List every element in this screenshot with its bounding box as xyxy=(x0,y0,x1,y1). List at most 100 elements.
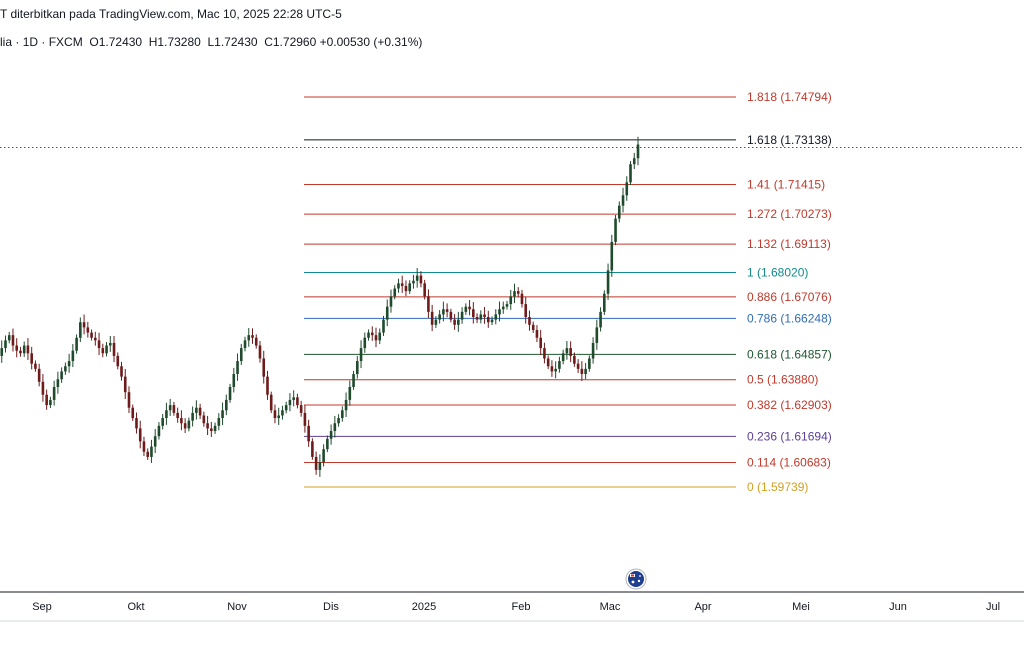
candle xyxy=(225,394,228,416)
candle xyxy=(423,279,426,300)
published-caption: T diterbitkan pada TradingView.com, Mac … xyxy=(0,7,342,21)
candle xyxy=(296,393,299,409)
candle xyxy=(284,401,288,414)
candle xyxy=(505,300,509,310)
candle xyxy=(146,448,150,460)
candle xyxy=(520,289,524,308)
fib-label-1.41: 1.41 (1.71415) xyxy=(747,178,825,192)
x-tick-2025: 2025 xyxy=(412,601,436,613)
candle xyxy=(617,201,621,223)
open-value: O1.72430 xyxy=(89,35,143,49)
fib-label-0.786: 0.786 (1.66248) xyxy=(747,311,832,325)
candle xyxy=(258,340,262,363)
candle xyxy=(131,404,135,421)
change-value: +0.00530 (+0.31%) xyxy=(319,35,423,49)
candle xyxy=(629,161,632,186)
candle xyxy=(434,316,438,328)
interval-label[interactable]: 1D xyxy=(22,35,39,49)
candle xyxy=(52,380,56,406)
time-axis[interactable]: Sep Okt Nov Dis 2025 Feb Mac Apr Mei Jun Jul xyxy=(32,601,1000,613)
x-tick-dis: Dis xyxy=(323,601,339,613)
candle xyxy=(266,370,269,400)
candle xyxy=(550,360,554,377)
candle xyxy=(183,418,187,433)
candle xyxy=(355,356,359,379)
candle xyxy=(614,214,617,246)
candle xyxy=(7,331,11,344)
candle xyxy=(314,451,318,475)
candle xyxy=(468,299,471,316)
candle xyxy=(554,361,557,379)
candle xyxy=(348,380,352,406)
candle xyxy=(486,310,490,328)
fib-label-0.236: 0.236 (1.61694) xyxy=(747,429,832,443)
candle xyxy=(318,454,322,477)
fib-label-1.132: 1.132 (1.69113) xyxy=(747,237,831,251)
candle xyxy=(457,311,460,332)
x-tick-nov: Nov xyxy=(227,601,247,613)
candle xyxy=(442,301,445,322)
candle xyxy=(187,417,191,432)
fib-label-0.618: 0.618 (1.64857) xyxy=(747,347,832,361)
candle xyxy=(67,353,71,373)
candle xyxy=(561,349,565,365)
x-tick-feb: Feb xyxy=(512,601,531,613)
candle xyxy=(408,280,411,294)
candle xyxy=(483,306,486,324)
candle xyxy=(60,367,63,383)
symbol-name[interactable]: lia xyxy=(0,35,13,49)
candle xyxy=(337,414,340,427)
candle xyxy=(322,444,325,467)
candle xyxy=(303,405,307,433)
candle xyxy=(385,299,389,327)
candle xyxy=(97,332,101,355)
candle xyxy=(565,341,569,360)
candle xyxy=(86,321,90,338)
legend-separator: · xyxy=(12,35,23,49)
candle xyxy=(535,325,539,343)
candle xyxy=(135,412,138,434)
candle xyxy=(4,335,7,353)
fib-label-0.886: 0.886 (1.67076) xyxy=(747,290,832,304)
candle xyxy=(576,359,580,373)
candle xyxy=(127,386,131,413)
candle xyxy=(359,340,363,369)
candle xyxy=(374,327,378,348)
candle xyxy=(445,303,449,318)
australia-flag-icon[interactable] xyxy=(625,568,647,590)
candle xyxy=(393,285,397,300)
candle xyxy=(389,289,393,313)
candle xyxy=(210,421,213,437)
fib-label-1: 1 (1.68020) xyxy=(747,265,808,279)
candle xyxy=(400,275,404,293)
candle xyxy=(591,337,595,364)
candle xyxy=(75,334,78,354)
candle xyxy=(569,341,572,363)
candle xyxy=(472,302,475,324)
candle xyxy=(157,422,161,440)
candle xyxy=(277,407,281,425)
candle xyxy=(479,310,483,324)
candle xyxy=(509,289,513,310)
candle xyxy=(22,341,26,357)
candle xyxy=(430,304,434,332)
candle xyxy=(56,371,60,394)
candlestick-series xyxy=(0,136,640,477)
candle xyxy=(94,331,97,346)
fib-label-0.382: 0.382 (1.62903) xyxy=(747,398,832,412)
candle xyxy=(625,176,629,201)
candle xyxy=(516,287,520,298)
source-label: FXCM xyxy=(48,35,83,49)
fib-label-1.818: 1.818 (1.74794) xyxy=(747,90,832,104)
candle xyxy=(367,329,370,341)
fibonacci-extension[interactable]: 1.818 (1.74794) 1.618 (1.73138) 1.41 (1.71… xyxy=(304,90,832,494)
candle xyxy=(453,314,456,330)
candle xyxy=(206,415,209,436)
candle xyxy=(64,362,67,375)
candle xyxy=(524,296,528,324)
candle xyxy=(243,336,247,352)
candle xyxy=(363,332,367,353)
candle xyxy=(236,353,239,381)
candle xyxy=(588,355,591,372)
